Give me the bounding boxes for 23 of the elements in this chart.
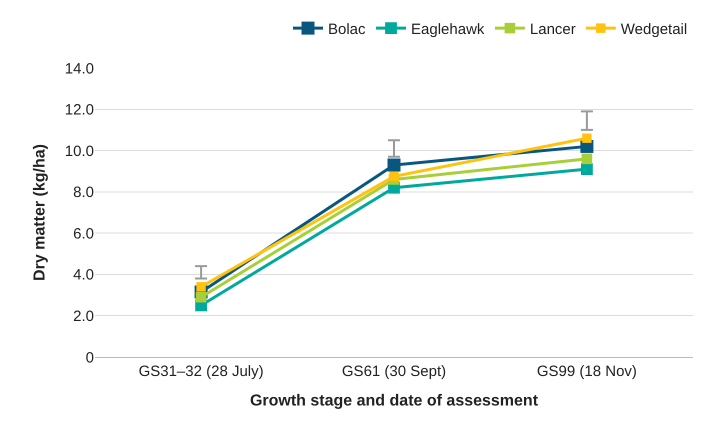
point: [582, 154, 592, 164]
y-tick-label: 12.0: [64, 102, 94, 119]
legend-label: Lancer: [530, 20, 576, 38]
point: [582, 133, 592, 143]
y-tick-label: 0: [86, 349, 94, 366]
point: [388, 158, 400, 172]
y-tick-label: 6.0: [73, 225, 94, 242]
x-tick-label: GS31–32 (28 July): [138, 363, 264, 380]
legend-label: Bolac: [328, 20, 366, 38]
legend-label: Eaglehawk: [411, 20, 485, 38]
y-tick-label: 8.0: [73, 184, 94, 202]
y-axis-title: Dry matter (kg/ha): [32, 144, 49, 281]
y-tick-label: 4.0: [73, 266, 94, 284]
y-tick-label: 2.0: [73, 308, 94, 325]
x-axis-title: Growth stage and date of assessment: [250, 392, 539, 410]
point: [196, 292, 206, 302]
point: [389, 172, 399, 182]
x-tick-label: GS99 (18 Nov): [536, 363, 637, 380]
point: [581, 163, 593, 176]
y-tick-label: 10.0: [64, 142, 94, 160]
y-tick-label: 14.0: [64, 60, 94, 78]
x-tick-label: GS61 (30 Sept): [342, 363, 446, 380]
legend-label: Wedgetail: [620, 20, 688, 38]
